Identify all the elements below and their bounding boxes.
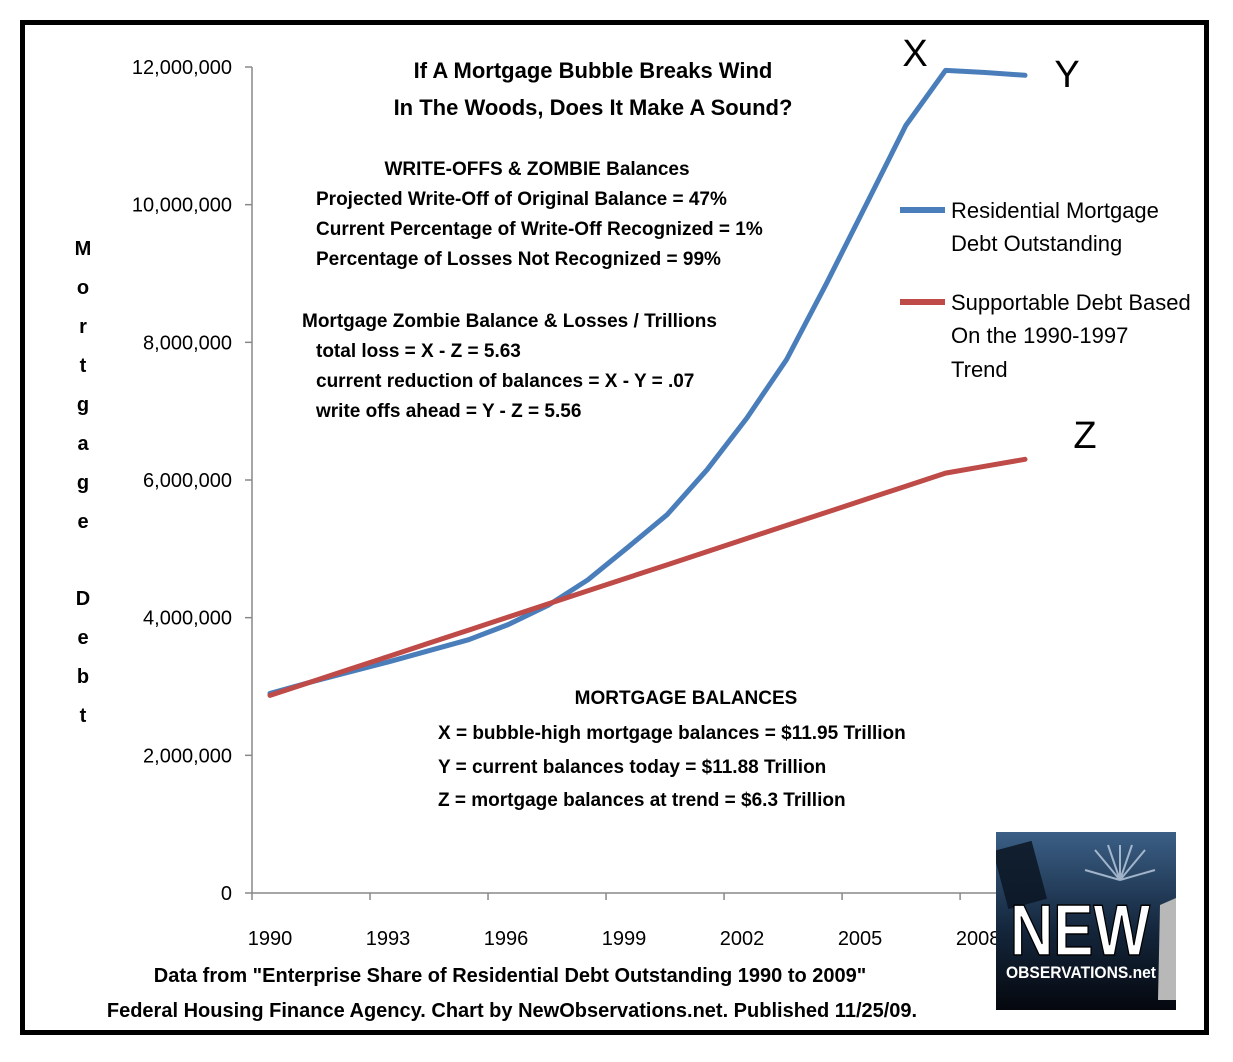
y-axis-label-letter: b <box>77 666 89 688</box>
y-tick-label: 2,000,000 <box>143 745 232 767</box>
y-axis-label-letter: r <box>79 316 87 338</box>
marker-y-label: Y <box>1054 54 1079 96</box>
y-tick-label: 6,000,000 <box>143 470 232 492</box>
balances-line-x: X = bubble-high mortgage balances = $11.… <box>438 723 906 744</box>
footer-line-1: Data from "Enterprise Share of Residenti… <box>154 965 866 987</box>
series-residential-mortgage-line <box>267 67 1028 696</box>
x-tick-label: 1993 <box>366 928 411 950</box>
logo-new-text: NEW <box>1010 891 1150 971</box>
legend-label-supportable-1: Supportable Debt Based <box>951 290 1191 315</box>
y-tick-label: 0 <box>221 883 232 905</box>
writeoffs-line-3: Percentage of Losses Not Recognized = 99… <box>316 249 721 270</box>
zombie-line-3: write offs ahead = Y - Z = 5.56 <box>315 401 581 422</box>
y-axis-label-letter: e <box>77 627 88 649</box>
legend-label-residential-2: Debt Outstanding <box>951 231 1122 256</box>
x-tick-label: 1999 <box>602 928 647 950</box>
legend-label-residential-1: Residential Mortgage <box>951 198 1159 223</box>
y-tick-label: 10,000,000 <box>132 195 232 217</box>
x-tick-label: 2005 <box>838 928 883 950</box>
zombie-heading: Mortgage Zombie Balance & Losses / Trill… <box>302 311 717 332</box>
writeoffs-line-1: Projected Write-Off of Original Balance … <box>316 189 727 210</box>
balances-line-y: Y = current balances today = $11.88 Tril… <box>438 757 826 778</box>
marker-x-label: X <box>902 33 927 75</box>
chart-title-line-2: In The Woods, Does It Make A Sound? <box>394 95 793 120</box>
balances-heading: MORTGAGE BALANCES <box>575 688 798 709</box>
marker-z-label: Z <box>1073 415 1096 457</box>
x-tick-label: 1996 <box>484 928 529 950</box>
y-axis-label-letter: a <box>77 433 89 455</box>
balances-line-z: Z = mortgage balances at trend = $6.3 Tr… <box>438 790 846 811</box>
series-supportable-debt-line <box>267 456 1028 698</box>
y-axis-label-letter: D <box>76 588 90 610</box>
legend-label-supportable-2: On the 1990-1997 <box>951 323 1128 348</box>
y-tick-label: 12,000,000 <box>132 57 232 79</box>
writeoffs-line-2: Current Percentage of Write-Off Recogniz… <box>316 219 763 240</box>
newobservations-logo: NEW OBSERVATIONS.net <box>996 832 1176 1010</box>
logo-sub-text: OBSERVATIONS.net <box>1006 963 1156 982</box>
footer-line-2: Federal Housing Finance Agency. Chart by… <box>107 1000 917 1022</box>
y-tick-label: 4,000,000 <box>143 608 232 630</box>
x-tick-label: 2002 <box>720 928 765 950</box>
y-axis-label-letter: g <box>77 472 89 494</box>
y-tick-label: 8,000,000 <box>143 332 232 354</box>
y-axis-label-letter: o <box>77 277 89 299</box>
y-axis-label-letter: M <box>75 238 92 260</box>
y-axis-label-letter: t <box>80 705 87 727</box>
zombie-line-1: total loss = X - Z = 5.63 <box>316 341 521 362</box>
x-tick-label: 1990 <box>248 928 293 950</box>
zombie-line-2: current reduction of balances = X - Y = … <box>316 371 694 392</box>
writeoffs-heading: WRITE-OFFS & ZOMBIE Balances <box>384 159 689 180</box>
y-axis-label-letter: e <box>77 511 88 533</box>
x-tick-label: 2008 <box>956 928 1001 950</box>
y-axis-label-letter: g <box>77 394 89 416</box>
chart-title-line-1: If A Mortgage Bubble Breaks Wind <box>414 58 773 83</box>
legend-label-supportable-3: Trend <box>951 357 1008 382</box>
y-axis-label-letter: t <box>80 355 87 377</box>
